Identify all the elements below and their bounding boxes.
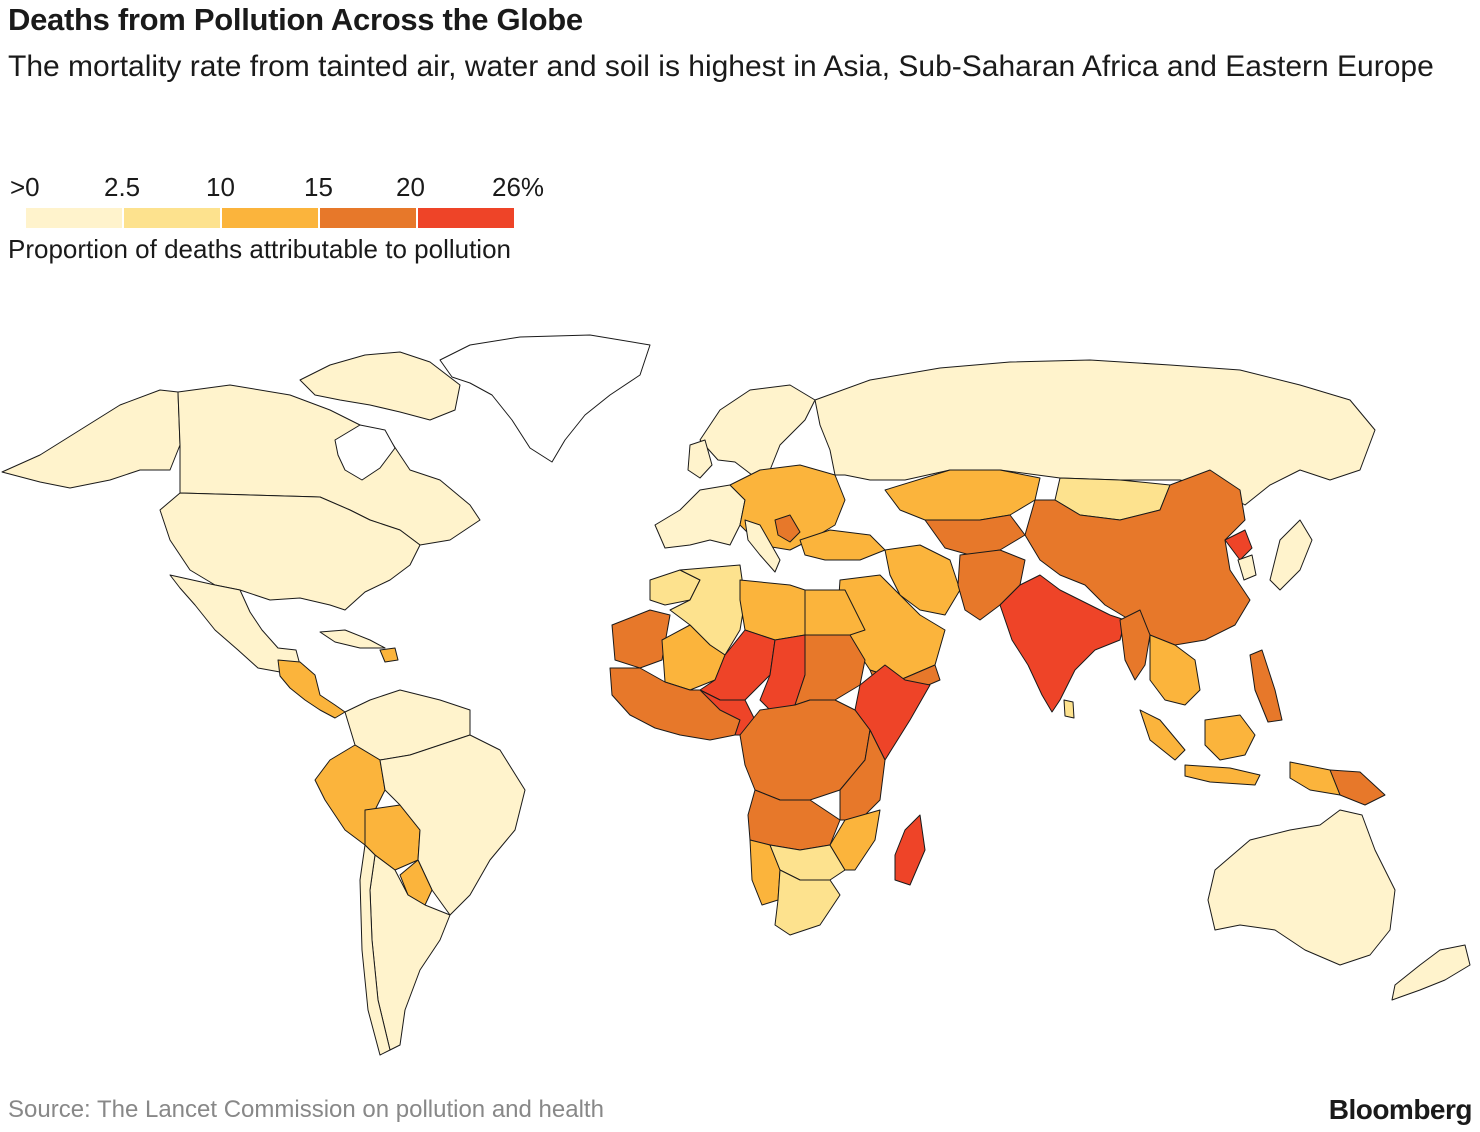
region-uk [687,439,713,479]
region-north-korea [1224,529,1253,561]
region-central-asia [924,514,1026,556]
region-madagascar [894,814,926,886]
legend-caption: Proportion of deaths attributable to pol… [8,234,512,264]
legend-tick-label: 15 [304,172,333,202]
region-mauritania [611,609,671,669]
region-sudan [794,634,866,706]
legend-swatch-15-20 [320,208,416,228]
legend-color-bar [26,208,516,228]
source-note: Source: The Lancet Commission on polluti… [8,1096,604,1123]
region-india [999,574,1126,713]
region-hudson-bay [334,424,396,481]
region-egypt [804,589,866,636]
region-turkey [799,529,886,561]
legend-tick-label: >0 [10,172,40,202]
legend-swatch-0-2.5 [26,208,122,228]
region-indonesia-java [1184,764,1261,786]
region-libya [739,579,806,641]
region-haiti [379,647,399,663]
region-south-korea [1237,554,1257,581]
legend-tick-label: 20 [396,172,425,202]
world-map [1,334,1471,1056]
region-western-europe [654,484,746,549]
region-south-africa [774,869,841,936]
region-canada-arctic-islands [299,351,461,421]
brand-logo: Bloomberg [1328,1094,1473,1125]
region-italy [744,519,781,573]
chart-subtitle: The mortality rate from tainted air, wat… [8,50,1434,83]
region-papua-new-guinea [1329,769,1386,806]
region-balkans [774,514,801,543]
chart-title: Deaths from Pollution Across the Globe [8,2,583,37]
region-mozambique [829,809,881,871]
region-cuba [319,629,386,649]
legend-tick-label: 10 [206,172,235,202]
region-alaska [1,389,181,489]
region-china [1024,469,1251,646]
region-indochina [1149,634,1201,706]
legend-tick-label: 2.5 [104,172,141,202]
region-brazil [379,734,526,916]
region-greenland [439,334,651,463]
color-legend: >0 2.5 10 15 20 26% Proportion of deaths… [8,172,568,272]
region-russia [814,359,1376,506]
legend-tick-label: 26% [492,172,545,202]
region-philippines [1249,649,1283,723]
region-united-states [159,492,421,611]
region-indonesia-sumatra [1139,709,1186,761]
region-borneo [1204,714,1256,761]
legend-swatch-2.5-10 [124,208,220,228]
region-scandinavia [699,384,816,476]
region-sri-lanka [1063,699,1075,719]
legend-swatch-20-26 [418,208,514,228]
region-new-guinea-west [1289,761,1341,796]
legend-swatch-10-15 [222,208,318,228]
region-iran [884,544,961,616]
region-chile [359,844,391,1056]
region-australia [1207,809,1396,966]
region-central-america [277,659,346,719]
region-japan [1269,519,1313,591]
legend-tick-labels: >0 2.5 10 15 20 26% [8,172,568,206]
region-new-zealand [1391,944,1471,1001]
region-myanmar [1119,609,1151,681]
